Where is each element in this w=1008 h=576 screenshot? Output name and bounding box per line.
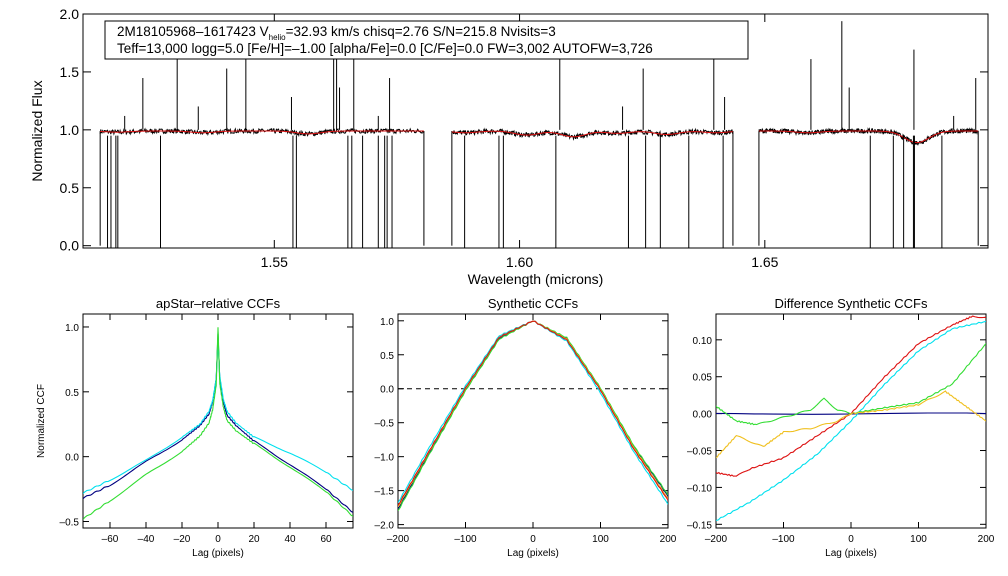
y-axis-label: Normalized CCF [36, 384, 47, 458]
y-tick-label: –0.10 [687, 483, 712, 494]
ccf-series-cyan [716, 320, 986, 521]
vhelio-subscript: helio [269, 33, 286, 42]
panel-title: Difference Synthetic CCFs [775, 296, 928, 311]
star-id: 2M18105968–1617423 [117, 24, 260, 39]
y-tick-label: –1.0 [375, 453, 395, 464]
ccf-series-green [716, 343, 986, 426]
x-tick-label: 1.65 [751, 254, 778, 270]
model-spectrum-chip-1 [100, 130, 424, 135]
y-tick-label: –0.5 [375, 419, 395, 430]
y-tick-label: 0.0 [60, 238, 80, 254]
x-axis-label: Wavelength (microns) [468, 271, 604, 287]
x-axis-label: Lag (pixels) [192, 548, 244, 559]
x-tick-label: 40 [284, 534, 296, 545]
y-tick-label: 1.0 [65, 323, 79, 334]
x-tick-label: –100 [454, 534, 477, 545]
observed-spectrum-chip-3 [758, 127, 979, 146]
x-tick-label: 200 [660, 534, 677, 545]
info-box: 2M18105968–1617423 Vhelio=32.93 km/s chi… [104, 20, 749, 60]
y-tick-label: 0.0 [380, 385, 394, 396]
y-axis-label: Normalized Flux [29, 80, 45, 181]
y-tick-label: –0.15 [687, 520, 712, 531]
x-tick-label: 100 [910, 534, 927, 545]
vhelio-symbol: V [260, 24, 269, 39]
x-tick-label: 60 [320, 534, 332, 545]
spectrum-panel: 1.55 1.60 1.65 0.0 0.5 1.0 1.5 2.0 Wavelength (m… [29, 6, 989, 287]
info-values: =32.93 km/s chisq=2.76 S/N=215.8 Nvisits… [286, 24, 556, 39]
apstar-ccf-panel: –60 –40 –20 0 20 40 60 –0.5 0.0 0.5 1.0 apStar–rela… [36, 296, 354, 559]
observed-spectrum-chip-1 [99, 127, 425, 138]
y-tick-label: 0.05 [693, 373, 713, 384]
model-spectrum-chip-2 [451, 130, 733, 138]
x-tick-label: 1.60 [506, 254, 533, 270]
y-tick-label: 1.0 [380, 317, 394, 328]
plot-frame [82, 13, 989, 249]
ccf-series-yellow [716, 390, 986, 459]
x-tick-label: 20 [248, 534, 260, 545]
y-tick-label: 1.0 [60, 122, 80, 138]
y-tick-label: 0.5 [380, 351, 394, 362]
y-tick-label: 0.00 [693, 410, 713, 421]
x-tick-label: 200 [978, 534, 995, 545]
panel-title: apStar–relative CCFs [156, 296, 281, 311]
info-line-1: 2M18105968–1617423 Vhelio=32.93 km/s chi… [117, 24, 556, 42]
x-tick-label: –100 [772, 534, 795, 545]
x-tick-label: 0 [848, 534, 854, 545]
y-tick-label: 0.10 [693, 336, 713, 347]
y-tick-label: 0.5 [65, 388, 79, 399]
x-tick-label: –40 [138, 534, 155, 545]
info-box-frame [104, 20, 749, 60]
panel-title: Synthetic CCFs [488, 296, 579, 311]
y-tick-label: –1.5 [375, 487, 395, 498]
x-axis-label: Lag (pixels) [507, 548, 559, 559]
y-tick-label: –0.05 [687, 447, 712, 458]
x-tick-label: 1.55 [261, 254, 288, 270]
x-tick-label: 0 [215, 534, 221, 545]
y-tick-label: 1.5 [60, 64, 80, 80]
ccf-series-green [83, 327, 353, 520]
x-tick-label: 0 [530, 534, 536, 545]
x-tick-label: –200 [387, 534, 410, 545]
x-tick-label: –20 [174, 534, 191, 545]
y-tick-label: –0.5 [60, 518, 80, 529]
y-tick-label: 0.0 [65, 453, 79, 464]
ccf-series-red [398, 320, 668, 506]
x-axis-label: Lag (pixels) [825, 548, 877, 559]
x-tick-label: –60 [102, 534, 119, 545]
synthetic-ccf-panel: –200 –100 0 100 200 1.0 0.5 0.0 –0.5 –1.0 –1.5 –2.0… [375, 296, 677, 559]
x-tick-label: 100 [592, 534, 609, 545]
x-tick-label: –200 [705, 534, 728, 545]
model-spectrum-chip-3 [758, 130, 979, 144]
y-tick-label: 0.5 [60, 180, 80, 196]
info-line-2: Teff=13,000 logg=5.0 [Fe/H]=–1.00 [alpha… [117, 41, 653, 56]
y-tick-label: 2.0 [60, 6, 80, 22]
y-tick-label: –2.0 [375, 521, 395, 532]
difference-ccf-panel: –200 –100 0 100 200 0.10 0.05 0.00 –0.05 –0.10 –0.… [687, 296, 995, 559]
